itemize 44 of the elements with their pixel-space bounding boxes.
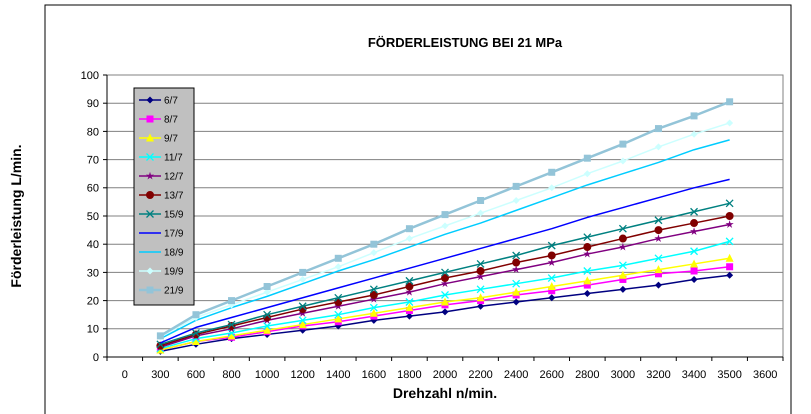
legend-label: 9/7 [164, 134, 178, 144]
x-tick-label: 3500 [717, 369, 742, 381]
legend-label: 13/7 [164, 190, 184, 202]
y-tick-label: 50 [86, 210, 99, 223]
x-tick-label: 300 [151, 369, 170, 381]
y-tick-label: 90 [86, 98, 99, 110]
x-tick-label: 1400 [326, 369, 351, 381]
x-tick-label: 2000 [432, 369, 458, 381]
x-tick-label: 2200 [468, 369, 493, 381]
x-tick-label: 2400 [504, 369, 528, 381]
x-tick-label: 800 [222, 369, 241, 381]
x-tick-label: 3600 [752, 369, 778, 381]
y-tick-label: 10 [86, 324, 99, 336]
y-tick-label: 60 [86, 182, 99, 195]
y-tick-label: 20 [86, 295, 99, 308]
legend-label: 18/9 [164, 248, 184, 258]
y-tick-label: 40 [86, 239, 99, 252]
x-tick-label: 0 [122, 369, 128, 381]
x-tick-label: 3400 [682, 369, 706, 381]
legend-label: 11/7 [164, 152, 184, 164]
y-tick-label: 80 [86, 126, 99, 138]
y-tick-label: 0 [92, 352, 99, 364]
legend-label: 8/7 [164, 114, 178, 126]
chart-title: FÖRDERLEISTUNG BEI 21 MPa [368, 35, 563, 50]
x-tick-label: 1200 [290, 369, 315, 381]
x-tick-label: 600 [186, 369, 206, 381]
x-tick-label: 3200 [646, 369, 671, 381]
y-tick-label: 30 [86, 267, 99, 280]
legend-label: 15/9 [164, 210, 184, 220]
legend-label: 21/9 [164, 286, 184, 296]
x-tick-label: 1000 [254, 369, 280, 381]
y-axis-title: Förderleistung L/min. [8, 144, 24, 288]
x-tick-label: 3000 [610, 369, 636, 381]
legend-label: 17/9 [164, 228, 184, 240]
x-tick-label: 2600 [539, 369, 564, 381]
y-tick-label: 70 [86, 154, 99, 166]
legend-label: 19/9 [164, 266, 184, 278]
x-tick-label: 1800 [397, 369, 422, 381]
x-tick-label: 2800 [575, 369, 600, 381]
legend-label: 6/7 [164, 96, 178, 106]
y-tick-label: 100 [80, 70, 99, 82]
legend-label: 12/7 [164, 172, 184, 182]
x-axis-title: Drehzahl n/min. [392, 385, 498, 401]
x-tick-label: 1600 [362, 369, 386, 381]
